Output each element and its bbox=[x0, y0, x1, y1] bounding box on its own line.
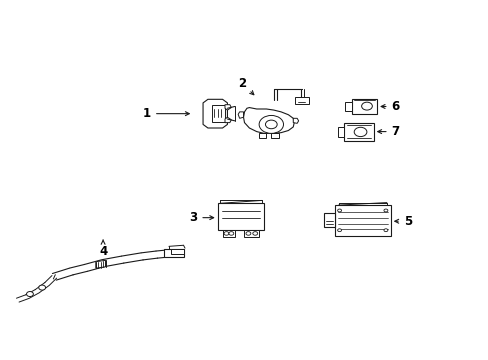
Circle shape bbox=[259, 116, 283, 134]
Bar bbox=[344, 123, 373, 140]
Polygon shape bbox=[224, 117, 231, 123]
Text: 2: 2 bbox=[238, 77, 253, 95]
Polygon shape bbox=[271, 134, 278, 138]
Text: 6: 6 bbox=[380, 100, 399, 113]
Bar bbox=[334, 205, 390, 235]
Circle shape bbox=[228, 231, 233, 235]
Polygon shape bbox=[52, 268, 73, 280]
Circle shape bbox=[361, 102, 371, 110]
Bar bbox=[324, 213, 334, 226]
Bar bbox=[294, 97, 309, 104]
Polygon shape bbox=[96, 260, 105, 268]
Bar bbox=[345, 102, 351, 111]
Polygon shape bbox=[243, 108, 294, 134]
Polygon shape bbox=[259, 134, 266, 138]
Polygon shape bbox=[224, 105, 231, 110]
Text: 3: 3 bbox=[189, 211, 213, 224]
Text: 4: 4 bbox=[99, 240, 107, 258]
Polygon shape bbox=[238, 112, 243, 118]
Circle shape bbox=[245, 231, 250, 235]
Circle shape bbox=[224, 231, 228, 235]
Circle shape bbox=[337, 209, 341, 212]
Circle shape bbox=[39, 285, 45, 290]
Text: 5: 5 bbox=[394, 215, 411, 228]
Circle shape bbox=[265, 120, 277, 129]
Polygon shape bbox=[84, 260, 104, 271]
Circle shape bbox=[26, 292, 33, 297]
Circle shape bbox=[337, 229, 341, 231]
Polygon shape bbox=[70, 265, 87, 275]
Bar bbox=[351, 99, 376, 114]
Polygon shape bbox=[203, 99, 227, 128]
Circle shape bbox=[383, 229, 387, 231]
Bar bbox=[163, 249, 183, 257]
Polygon shape bbox=[156, 249, 172, 258]
Polygon shape bbox=[102, 256, 123, 267]
Polygon shape bbox=[222, 230, 234, 237]
Bar bbox=[337, 127, 344, 137]
Circle shape bbox=[353, 127, 366, 136]
Circle shape bbox=[252, 231, 257, 235]
Bar bbox=[171, 249, 183, 254]
Circle shape bbox=[383, 209, 387, 212]
Text: 1: 1 bbox=[142, 107, 189, 120]
Polygon shape bbox=[293, 118, 298, 123]
Bar bbox=[211, 105, 225, 122]
Polygon shape bbox=[141, 251, 157, 260]
Bar bbox=[217, 203, 264, 230]
Polygon shape bbox=[244, 230, 259, 237]
Polygon shape bbox=[122, 253, 143, 263]
Text: 7: 7 bbox=[377, 125, 399, 138]
